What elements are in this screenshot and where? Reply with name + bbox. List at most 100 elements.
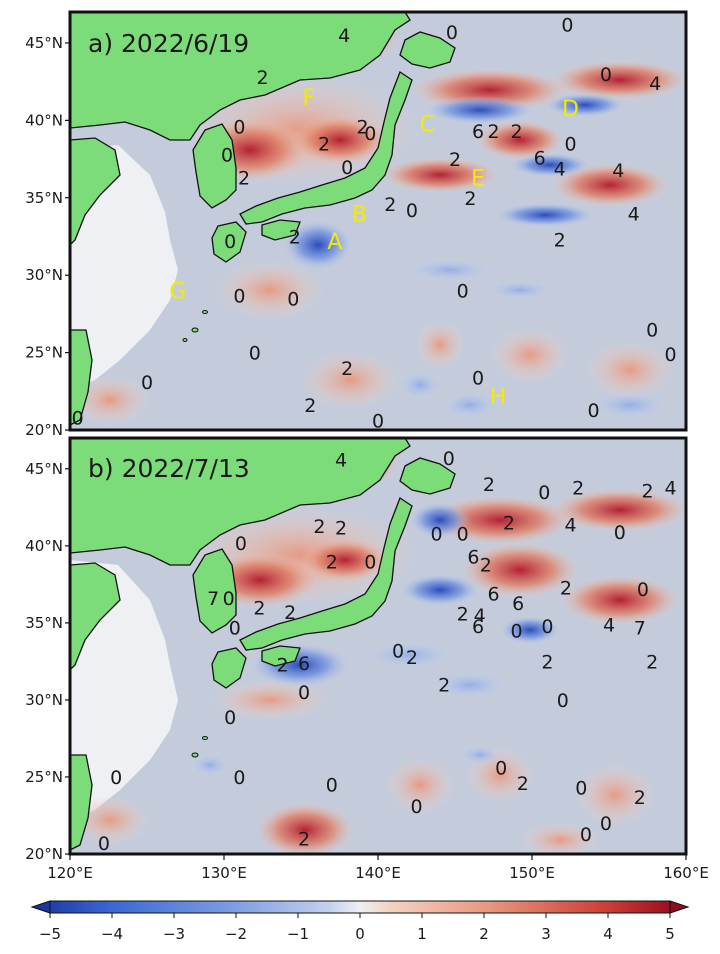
lat-tick-label: 30°N bbox=[25, 691, 63, 709]
contour-label: 2 bbox=[326, 551, 338, 573]
region-letter-e: E bbox=[471, 167, 485, 192]
contour-label: 0 bbox=[575, 778, 587, 800]
region-letter-h: H bbox=[490, 385, 507, 410]
contour-label: 0 bbox=[406, 200, 418, 222]
contour-label: 0 bbox=[364, 551, 376, 573]
contour-label: 6 bbox=[472, 616, 484, 638]
contour-label: 4 bbox=[665, 477, 677, 499]
contour-label: 4 bbox=[335, 450, 347, 472]
contour-label: 4 bbox=[474, 605, 486, 627]
contour-label: 2 bbox=[313, 516, 325, 538]
colorbar-tick-label: 4 bbox=[603, 925, 613, 943]
contour-label: 2 bbox=[487, 121, 499, 143]
region-letter-a: A bbox=[327, 230, 342, 255]
contour-label: 0 bbox=[495, 758, 507, 780]
contour-label: 7 bbox=[207, 588, 219, 610]
contour-label: 2 bbox=[253, 597, 265, 619]
lat-tick-label: 40°N bbox=[25, 111, 63, 129]
lat-tick-label: 45°N bbox=[25, 460, 63, 478]
colorbar: −5 −4 −3 −2 −1 0 1 2 3 4 5 bbox=[30, 900, 690, 943]
lat-tick-label: 35°N bbox=[25, 189, 63, 207]
colorbar-ticks: −5 −4 −3 −2 −1 0 1 2 3 4 5 bbox=[39, 913, 675, 943]
contour-label: 4 bbox=[612, 160, 624, 182]
land bbox=[70, 12, 456, 426]
contour-label: 2 bbox=[560, 577, 572, 599]
contour-label: 0 bbox=[588, 400, 600, 422]
contour-label: 0 bbox=[457, 281, 469, 303]
colorbar-body bbox=[49, 900, 671, 914]
contour-label: 4 bbox=[564, 514, 576, 536]
colorbar-extend-low bbox=[30, 900, 51, 914]
contour-label: 0 bbox=[110, 767, 122, 789]
contour-label: 0 bbox=[364, 123, 376, 145]
contour-label: 6 bbox=[467, 547, 479, 569]
contour-label: 0 bbox=[249, 343, 261, 365]
colorbar-tick-label: 5 bbox=[665, 925, 675, 943]
colorbar-tick-label: 0 bbox=[355, 925, 365, 943]
contour-label: 2 bbox=[457, 604, 469, 626]
contour-label: 0 bbox=[580, 824, 592, 846]
contour-label: 2 bbox=[449, 149, 461, 171]
contour-label: 0 bbox=[392, 641, 404, 663]
lat-tick-label: 20°N bbox=[25, 845, 63, 863]
lat-tick-label: 45°N bbox=[25, 34, 63, 52]
region-letters: F C D E BA G H bbox=[169, 86, 579, 410]
colorbar-tick-label: 2 bbox=[479, 925, 489, 943]
contour-label: 0 bbox=[233, 767, 245, 789]
lon-tick-label: 150°E bbox=[509, 864, 555, 882]
panel-b-title: b) 2022/7/13 bbox=[88, 454, 250, 483]
contour-label: 0 bbox=[326, 775, 338, 797]
contour-label: 0 bbox=[446, 22, 458, 44]
lon-tick-label: 160°E bbox=[663, 864, 709, 882]
lat-tick-label: 25°N bbox=[25, 344, 63, 362]
panel-a-frame bbox=[68, 10, 688, 432]
contour-label: 2 bbox=[572, 477, 584, 499]
contour-label: 0 bbox=[229, 618, 241, 640]
contour-label: 0 bbox=[472, 367, 484, 389]
lon-tick-label: 120°E bbox=[47, 864, 93, 882]
anomaly-field bbox=[70, 438, 686, 854]
contour-label: 2 bbox=[464, 188, 476, 210]
contour-label: 0 bbox=[541, 616, 553, 638]
contour-label: 0 bbox=[98, 833, 110, 855]
region-letter-c: C bbox=[420, 112, 435, 137]
contour-label: 2 bbox=[541, 651, 553, 673]
contour-label: 0 bbox=[511, 621, 523, 643]
region-letter-d: D bbox=[562, 97, 579, 122]
contour-label: 2 bbox=[641, 480, 653, 502]
anomaly-field bbox=[70, 12, 686, 425]
contour-label: 2 bbox=[646, 651, 658, 673]
contour-label: 0 bbox=[298, 682, 310, 704]
contour-label: 2 bbox=[634, 787, 646, 809]
lat-tick-label: 40°N bbox=[25, 537, 63, 555]
colorbar-tick-label: −1 bbox=[287, 925, 309, 943]
colorbar-tick-label: −2 bbox=[225, 925, 247, 943]
contour-label: 0 bbox=[141, 372, 153, 394]
contour-label: 4 bbox=[554, 158, 566, 180]
contour-label: 0 bbox=[646, 319, 658, 341]
contour-label: 2 bbox=[384, 194, 396, 216]
no-data-area bbox=[70, 145, 178, 390]
contour-label: 2 bbox=[256, 67, 268, 89]
contour-label: 0 bbox=[600, 813, 612, 835]
contour-label: 0 bbox=[443, 448, 455, 470]
contour-label: 6 bbox=[487, 584, 499, 606]
contour-label: 6 bbox=[298, 653, 310, 675]
contour-label: 2 bbox=[318, 134, 330, 156]
contour-label: 2 bbox=[480, 554, 492, 576]
contour-label: 2 bbox=[238, 168, 250, 190]
region-letter-g: G bbox=[169, 280, 186, 305]
contour-label: 4 bbox=[338, 25, 350, 47]
contour-label: 4 bbox=[649, 73, 661, 95]
contour-label: 2 bbox=[554, 230, 566, 252]
lat-tick-label: 25°N bbox=[25, 768, 63, 786]
lon-tick-label: 140°E bbox=[355, 864, 401, 882]
contour-label: 2 bbox=[276, 654, 288, 676]
colorbar-tick-label: −3 bbox=[163, 925, 185, 943]
lon-ticks: 120°E 130°E 140°E 150°E 160°E bbox=[47, 854, 709, 882]
contour-label: 4 bbox=[603, 614, 615, 636]
